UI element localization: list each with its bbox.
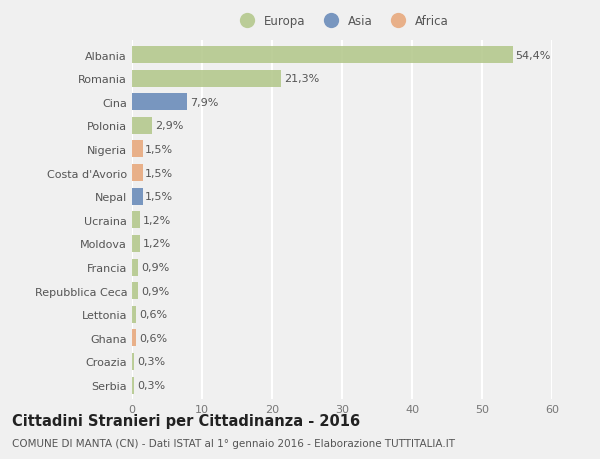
Text: 2,9%: 2,9% bbox=[155, 121, 184, 131]
Text: 0,3%: 0,3% bbox=[137, 357, 165, 367]
Text: 1,5%: 1,5% bbox=[145, 145, 173, 155]
Bar bbox=[132, 94, 187, 111]
Bar bbox=[132, 282, 139, 299]
Text: COMUNE DI MANTA (CN) - Dati ISTAT al 1° gennaio 2016 - Elaborazione TUTTITALIA.I: COMUNE DI MANTA (CN) - Dati ISTAT al 1° … bbox=[12, 438, 455, 448]
Text: 0,6%: 0,6% bbox=[139, 309, 167, 319]
Text: 1,5%: 1,5% bbox=[145, 168, 173, 178]
Text: 1,2%: 1,2% bbox=[143, 215, 172, 225]
Text: 1,2%: 1,2% bbox=[143, 239, 172, 249]
Bar bbox=[132, 212, 140, 229]
Text: 0,3%: 0,3% bbox=[137, 380, 165, 390]
Text: 7,9%: 7,9% bbox=[190, 98, 218, 107]
Text: 0,9%: 0,9% bbox=[141, 286, 169, 296]
Text: Cittadini Stranieri per Cittadinanza - 2016: Cittadini Stranieri per Cittadinanza - 2… bbox=[12, 413, 360, 428]
Bar bbox=[132, 165, 143, 182]
Bar bbox=[132, 306, 136, 323]
Text: 0,9%: 0,9% bbox=[141, 263, 169, 273]
Bar bbox=[132, 377, 134, 394]
Text: 0,6%: 0,6% bbox=[139, 333, 167, 343]
Bar bbox=[132, 235, 140, 252]
Bar bbox=[132, 188, 143, 205]
Text: 1,5%: 1,5% bbox=[145, 192, 173, 202]
Bar bbox=[132, 259, 139, 276]
Text: 21,3%: 21,3% bbox=[284, 74, 319, 84]
Text: 54,4%: 54,4% bbox=[515, 50, 551, 61]
Bar bbox=[132, 330, 136, 347]
Bar bbox=[132, 47, 513, 64]
Bar bbox=[132, 353, 134, 370]
Bar bbox=[132, 141, 143, 158]
Bar bbox=[132, 118, 152, 134]
Bar bbox=[132, 71, 281, 88]
Legend: Europa, Asia, Africa: Europa, Asia, Africa bbox=[235, 15, 449, 28]
